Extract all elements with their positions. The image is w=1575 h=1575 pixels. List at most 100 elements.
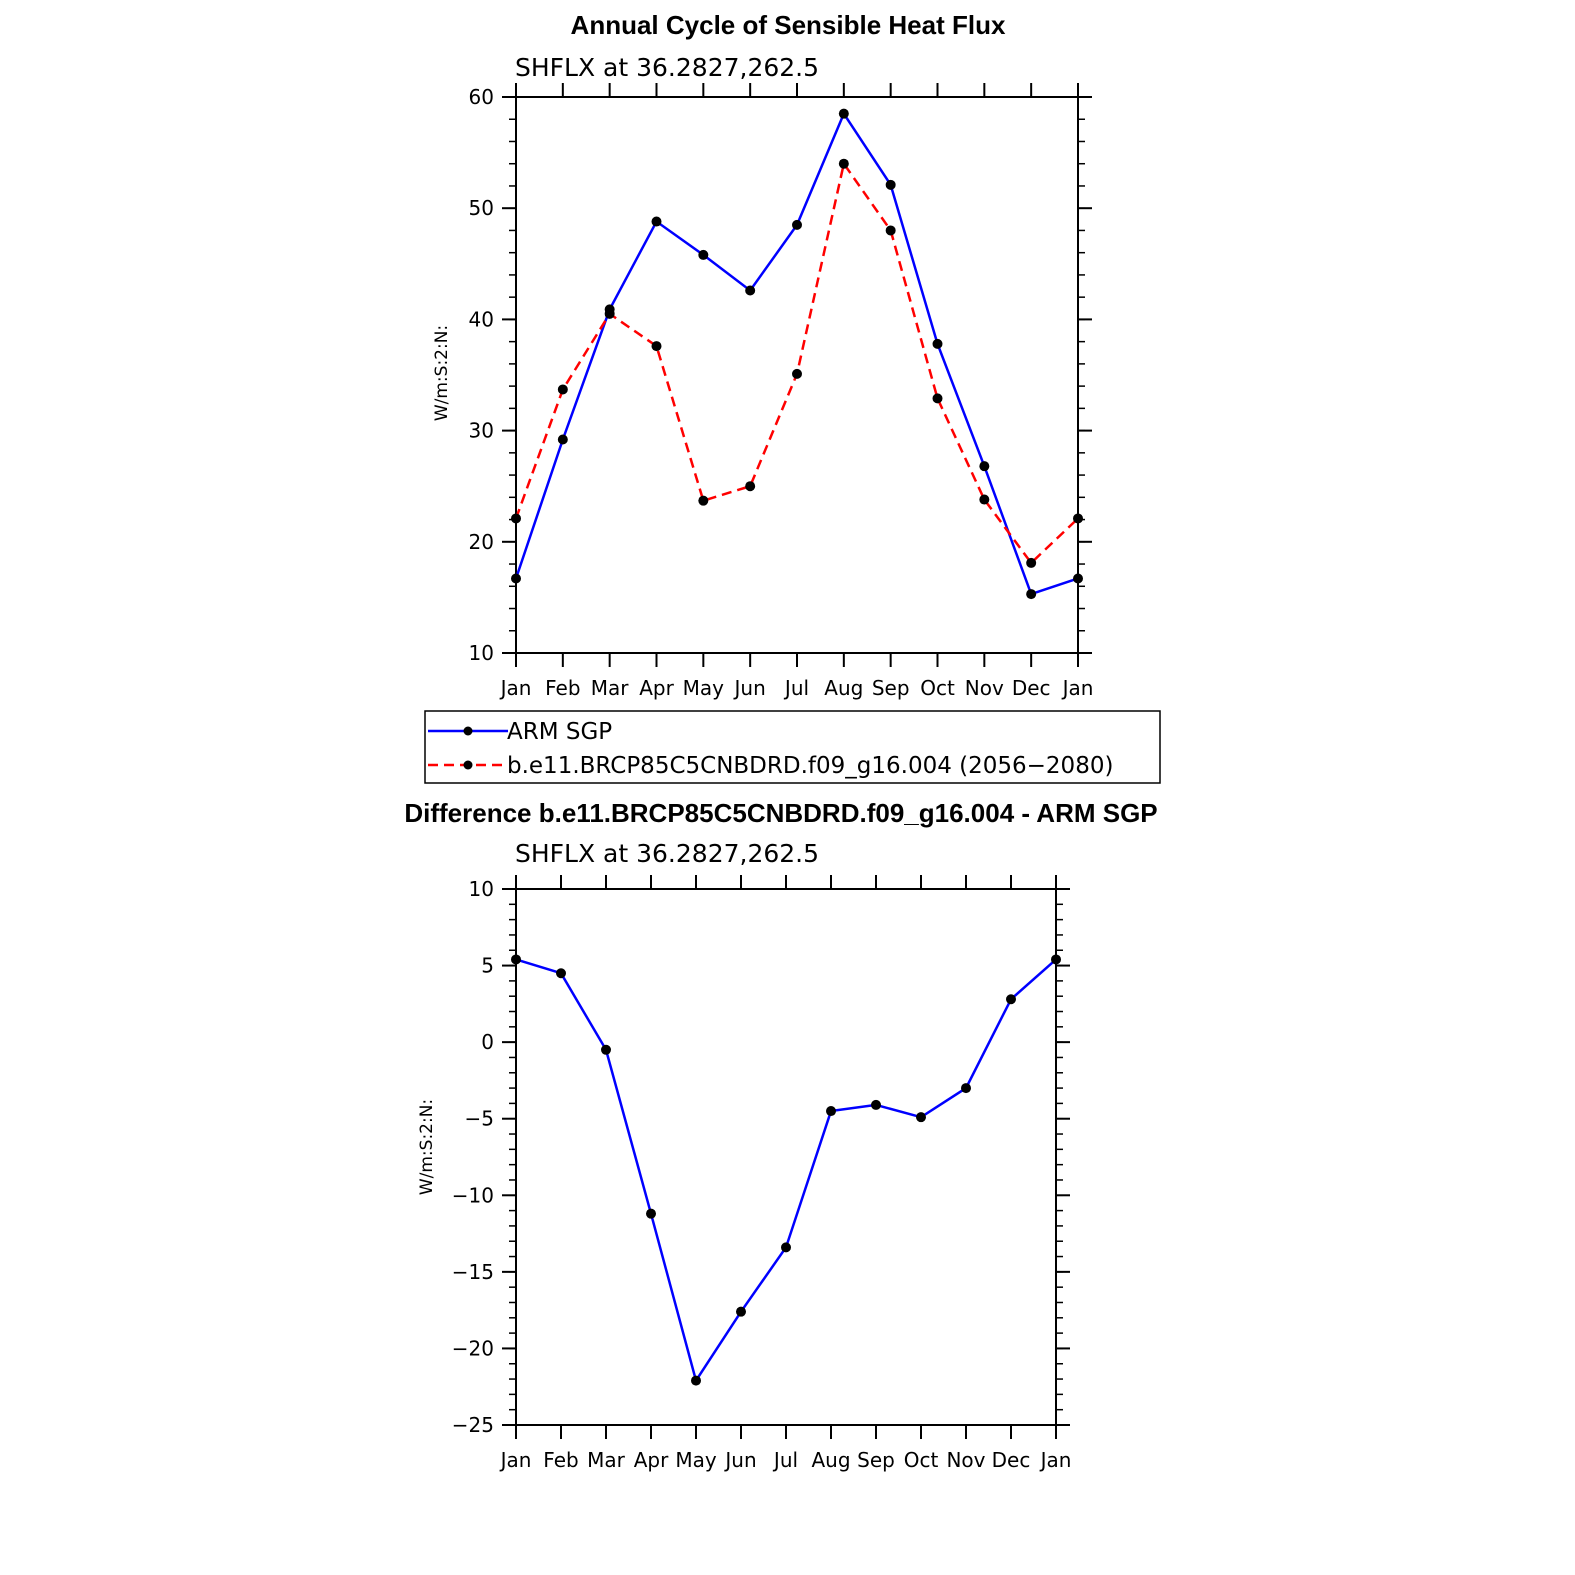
axes [502,83,1092,667]
data-point-1 [651,341,662,352]
legend-marker-arm [463,726,473,736]
y-tick-label: −5 [465,1107,494,1131]
y-tick-labels: 10 20 30 40 50 60 [469,85,494,665]
series-group [511,108,1083,600]
x-tick-label: May [683,676,725,700]
data-point-0 [979,461,990,472]
x-tick-label: Jan [1061,676,1094,700]
plot-frame [515,888,1057,1426]
data-point-0 [736,1306,746,1317]
chart-subtitle: SHFLX at 36.2827,262.5 [515,53,819,82]
x-tick-label: Nov [965,676,1004,700]
data-point-1 [604,308,615,319]
data-point-1 [745,481,756,492]
y-axis-label: W/m:S:2:N: [417,1099,437,1195]
chart-title: Difference b.e11.BRCP85C5CNBDRD.f09_g16.… [404,798,1157,828]
chart-subtitle: SHFLX at 36.2827,262.5 [515,839,819,868]
x-tick-label: Sep [857,1448,895,1472]
y-axis-label: W/m:S:2:N: [432,325,452,421]
data-point-1 [511,513,521,524]
y-tick-label: −15 [452,1260,494,1284]
data-point-1 [838,158,849,169]
x-tick-label: Jun [723,1448,756,1472]
data-point-0 [1073,573,1083,584]
x-tick-label: Jan [499,676,532,700]
data-point-0 [698,249,709,260]
series-group [511,954,1061,1386]
data-point-1 [932,393,943,404]
y-tick-label: 60 [469,85,494,109]
data-point-0 [691,1375,701,1386]
y-tick-label: −10 [452,1183,494,1207]
x-tick-label: Oct [904,1448,939,1472]
data-point-1 [885,225,896,236]
x-tick-label: Feb [543,1448,578,1472]
x-tick-label: Dec [992,1448,1031,1472]
legend: ARM SGP b.e11.BRCP85C5CNBDRD.f09_g16.004… [424,710,1161,784]
y-tick-label: 30 [469,419,494,443]
y-tick-label: −20 [452,1336,494,1360]
x-tick-labels: Jan Feb Mar Apr May Jun Jul Aug Sep Oct Nov Dec Jan [499,1448,1072,1472]
y-tick-label: 10 [469,641,494,665]
y-tick-label: 20 [469,530,494,554]
data-point-0 [556,968,566,979]
x-tick-label: Jan [499,1448,532,1472]
data-point-0 [838,108,849,119]
data-point-0 [511,954,521,965]
axes [502,875,1070,1439]
x-tick-label: Feb [545,676,580,700]
series-line-0 [514,111,1079,596]
data-point-0 [871,1099,881,1110]
chart-annual-cycle: Annual Cycle of Sensible Heat Flux SHFLX… [432,10,1093,700]
data-point-0 [1026,589,1037,600]
data-point-0 [745,285,756,296]
y-tick-label: 10 [469,877,494,901]
y-tick-label: 0 [481,1030,494,1054]
x-tick-label: Jul [772,1448,798,1472]
x-tick-label: Jun [733,676,766,700]
data-point-0 [826,1106,836,1117]
data-point-0 [916,1112,926,1123]
x-tick-label: Dec [1012,676,1051,700]
data-point-0 [932,338,943,349]
x-tick-labels: Jan Feb Mar Apr May Jun Jul Aug Sep Oct Nov Dec Jan [499,676,1094,700]
x-tick-label: Sep [872,676,910,700]
x-tick-label: May [675,1448,717,1472]
y-tick-labels: −25 −20 −15 −10 −5 0 5 10 [452,877,494,1437]
data-point-1 [1073,513,1083,524]
data-point-0 [961,1083,971,1094]
data-point-1 [979,494,990,505]
x-tick-label: Aug [811,1448,850,1472]
x-tick-label: Mar [587,1448,626,1472]
data-point-0 [651,216,662,227]
x-tick-label: Oct [920,676,955,700]
data-point-1 [792,368,802,379]
data-point-0 [792,219,802,230]
data-point-1 [698,495,709,506]
y-tick-label: 40 [469,307,494,331]
data-point-1 [557,384,568,395]
chart-difference: Difference b.e11.BRCP85C5CNBDRD.f09_g16.… [404,798,1157,1472]
data-point-0 [781,1242,791,1253]
data-point-0 [1006,994,1016,1005]
y-tick-label: 5 [481,954,494,978]
legend-marker-model [463,760,473,770]
data-point-0 [885,179,896,190]
data-point-0 [557,434,568,445]
chart-title: Annual Cycle of Sensible Heat Flux [571,10,1006,40]
x-tick-label: Apr [639,676,674,700]
x-tick-label: Nov [946,1448,985,1472]
x-tick-label: Aug [824,676,863,700]
x-tick-label: Jan [1039,1448,1072,1472]
x-tick-label: Apr [634,1448,669,1472]
series-line-0 [515,958,1057,1384]
x-tick-label: Mar [591,676,630,700]
y-tick-label: −25 [452,1413,494,1437]
data-point-0 [601,1044,611,1055]
data-point-0 [1051,954,1061,965]
data-point-0 [511,573,521,584]
y-tick-label: 50 [469,196,494,220]
data-point-0 [646,1208,656,1219]
x-tick-label: Jul [783,676,809,700]
